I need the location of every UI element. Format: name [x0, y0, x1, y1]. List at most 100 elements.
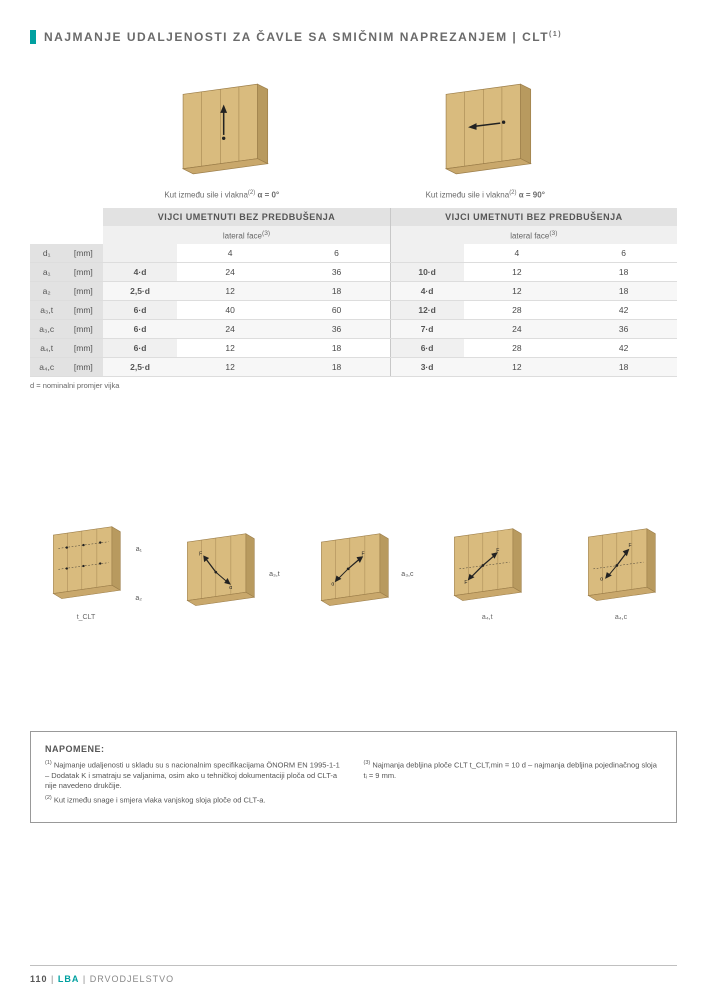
notes-box: NAPOMENE: (1) Najmanje udaljenosti u skl… [30, 731, 677, 823]
note-super: (3) [364, 760, 371, 766]
cell: 60 [283, 301, 390, 320]
note-super: (1) [45, 760, 52, 766]
caption-text: Kut između sile i vlakna [164, 191, 248, 200]
cell: 12 [464, 282, 571, 301]
cell: 12 [177, 339, 284, 358]
cell: 18 [570, 358, 677, 377]
clt-panel-icon [162, 74, 282, 184]
cell: 36 [570, 320, 677, 339]
page-title-row: NAJMANJE UDALJENOSTI ZA ČAVLE SA SMIČNIM… [30, 30, 677, 44]
clt-panel-icon: F α [575, 522, 667, 614]
row-label: a₃,t [30, 301, 63, 320]
cell: 36 [283, 320, 390, 339]
diagram-tclt: a₁ a₂ t_CLT [40, 520, 132, 621]
row-label: a₂ [30, 282, 63, 301]
row-label: a₄,t [30, 339, 63, 358]
cell [390, 244, 463, 263]
row-unit: [mm] [63, 301, 103, 320]
page-footer: 110 | LBA | DRVODJELSTVO [30, 974, 174, 984]
clt-panel-icon [425, 74, 545, 184]
d1-label: d₁ [30, 244, 63, 263]
table-row: d₁ [mm] 4 6 4 6 [30, 244, 677, 263]
d1-unit: [mm] [63, 244, 103, 263]
caption-alpha-0: Kut između sile i vlakna(2) α = 0° [164, 190, 279, 200]
cell: 7·d [390, 320, 463, 339]
label-a1: a₁ [136, 546, 142, 553]
cell [103, 244, 176, 263]
cell: 6 [283, 244, 390, 263]
diagram-label: a₃,c [401, 571, 413, 578]
diagram-alpha-90: Kut između sile i vlakna(2) α = 90° [425, 74, 545, 200]
note-text: Najmanje udaljenosti u skladu su s nacio… [45, 761, 340, 790]
note-text: Najmanja debljina ploče CLT t_CLT,min = … [364, 761, 657, 780]
row-unit: [mm] [63, 320, 103, 339]
sub-header-super: (3) [549, 230, 557, 237]
cell: 24 [464, 320, 571, 339]
cell: 24 [177, 263, 284, 282]
cell: 18 [283, 339, 390, 358]
table-row: a₂[mm]2,5·d12184·d1218 [30, 282, 677, 301]
diagram-label: a₄,t [482, 614, 493, 621]
footer-rule [30, 965, 677, 966]
sub-header-right: lateral face(3) [390, 226, 677, 245]
diagram-a3c: F α a₃,c [308, 527, 400, 621]
group-header-right: VIJCI UMETNUTI BEZ PREDBUŠENJA [390, 208, 677, 226]
cell: 6·d [103, 339, 176, 358]
note-text: Kut između snage i smjera vlaka vanjskog… [54, 796, 266, 805]
row-unit: [mm] [63, 282, 103, 301]
cell: 2,5·d [103, 358, 176, 377]
cell: 6·d [103, 301, 176, 320]
notes-title: NAPOMENE: [45, 744, 662, 754]
clt-panel-icon [40, 520, 132, 612]
table-row: VIJCI UMETNUTI BEZ PREDBUŠENJA VIJCI UME… [30, 208, 677, 226]
row-label: a₃,c [30, 320, 63, 339]
cell: 10·d [390, 263, 463, 282]
footer-brand: LBA [58, 974, 80, 984]
caption-eq: α = 0° [255, 191, 279, 200]
table-row: a₁[mm]4·d243610·d1218 [30, 263, 677, 282]
top-diagrams: Kut između sile i vlakna(2) α = 0° Kut i… [30, 74, 677, 200]
cell: 12·d [390, 301, 463, 320]
clt-panel-icon: F α [174, 527, 266, 619]
sub-header-super: (3) [262, 230, 270, 237]
cell: 28 [464, 339, 571, 358]
page-number: 110 [30, 974, 48, 984]
cell: 18 [570, 263, 677, 282]
footer-section: DRVODJELSTVO [90, 974, 174, 984]
clt-panel-icon: F α [308, 527, 400, 619]
row-unit: [mm] [63, 339, 103, 358]
cell: 6·d [390, 339, 463, 358]
title-super: (1) [549, 31, 562, 38]
svg-text:α: α [331, 582, 334, 588]
diagram-a3t: F α a₃,t [174, 527, 266, 621]
cell: 3·d [390, 358, 463, 377]
row-label: a₄,c [30, 358, 63, 377]
spacing-table: VIJCI UMETNUTI BEZ PREDBUŠENJA VIJCI UME… [30, 208, 677, 378]
cell: 2,5·d [103, 282, 176, 301]
cell: 12 [177, 358, 284, 377]
cell: 6 [570, 244, 677, 263]
caption-super: (2) [509, 190, 516, 196]
cell: 42 [570, 339, 677, 358]
cell: 18 [570, 282, 677, 301]
cell: 4 [177, 244, 284, 263]
cell: 4·d [103, 263, 176, 282]
cell: 12 [464, 263, 571, 282]
svg-text:F: F [496, 548, 499, 554]
cell: 4 [464, 244, 571, 263]
bottom-diagrams: a₁ a₂ t_CLT F α a₃,t [30, 520, 677, 621]
cell: 24 [177, 320, 284, 339]
sub-header-text: lateral face [223, 231, 262, 240]
cell: 18 [283, 282, 390, 301]
table-row: a₄,t[mm]6·d12186·d2842 [30, 339, 677, 358]
cell: 12 [177, 282, 284, 301]
group-header-left: VIJCI UMETNUTI BEZ PREDBUŠENJA [103, 208, 390, 226]
svg-text:α: α [229, 585, 232, 591]
caption-eq: α = 90° [517, 191, 545, 200]
cell: 6·d [103, 320, 176, 339]
title-accent-bar [30, 30, 36, 44]
label-a2: a₂ [135, 595, 142, 602]
diagram-label: t_CLT [77, 614, 96, 621]
svg-text:F: F [465, 580, 468, 586]
cell: 18 [283, 358, 390, 377]
